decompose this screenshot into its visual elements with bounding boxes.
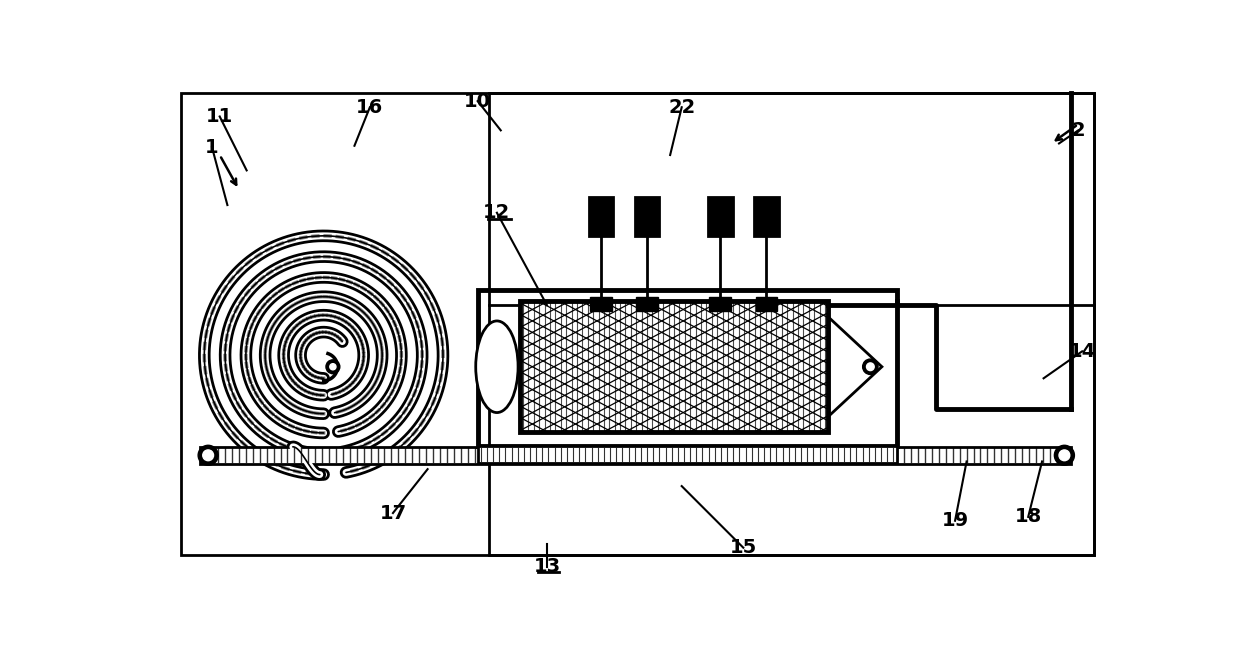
Bar	[490, 94, 1094, 555]
Circle shape	[203, 450, 213, 461]
Text: 19: 19	[941, 512, 968, 530]
Bar	[754, 198, 779, 236]
Text: 10: 10	[464, 92, 491, 110]
Circle shape	[863, 359, 878, 374]
Text: 12: 12	[484, 203, 511, 222]
Bar	[520, 302, 828, 432]
Bar	[589, 198, 613, 236]
Bar	[201, 447, 1070, 463]
Text: 11: 11	[206, 107, 233, 126]
Text: 18: 18	[1014, 508, 1042, 526]
Bar	[709, 298, 730, 311]
Circle shape	[867, 363, 874, 370]
Bar	[477, 290, 898, 446]
Ellipse shape	[476, 321, 518, 413]
Circle shape	[330, 363, 336, 370]
Text: 22: 22	[668, 98, 696, 117]
Bar	[636, 298, 658, 311]
Text: 15: 15	[729, 538, 756, 557]
Bar	[755, 298, 777, 311]
Bar	[590, 298, 611, 311]
Text: 1: 1	[205, 138, 218, 157]
Bar	[520, 302, 828, 432]
Text: 14: 14	[1069, 342, 1096, 361]
Text: 17: 17	[379, 504, 407, 523]
Text: 2: 2	[1071, 121, 1085, 140]
Circle shape	[326, 360, 340, 374]
Polygon shape	[828, 317, 882, 417]
Circle shape	[1054, 445, 1074, 465]
Text: 16: 16	[356, 98, 383, 117]
Bar	[477, 446, 898, 463]
Bar	[708, 198, 733, 236]
Bar	[635, 198, 660, 236]
Circle shape	[1059, 450, 1070, 461]
Circle shape	[198, 445, 218, 465]
Text: 13: 13	[533, 558, 560, 577]
